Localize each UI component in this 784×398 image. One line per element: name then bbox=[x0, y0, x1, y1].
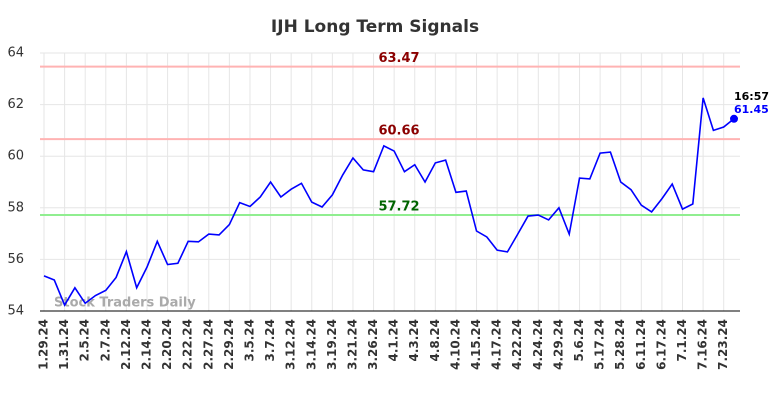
x-tick-label: 3.7.24 bbox=[263, 319, 277, 362]
x-tick-label: 1.31.24 bbox=[57, 319, 71, 370]
x-tick-label: 6.17.24 bbox=[654, 319, 668, 370]
x-tick-label: 2.5.24 bbox=[78, 319, 92, 362]
chart-title: IJH Long Term Signals bbox=[271, 17, 479, 37]
x-tick-label: 3.26.24 bbox=[366, 319, 380, 370]
x-tick-label: 7.16.24 bbox=[696, 319, 710, 370]
x-tick-label: 7.1.24 bbox=[675, 319, 689, 362]
x-tick-label: 5.28.24 bbox=[613, 319, 627, 370]
x-tick-label: 4.3.24 bbox=[407, 319, 421, 362]
x-tick-label: 3.14.24 bbox=[304, 319, 318, 370]
y-tick-label: 64 bbox=[7, 46, 24, 61]
y-tick-label: 62 bbox=[7, 97, 24, 112]
x-tick-label: 2.7.24 bbox=[98, 319, 112, 362]
x-tick-label: 4.22.24 bbox=[510, 319, 524, 370]
x-tick-label: 4.15.24 bbox=[469, 319, 483, 370]
reference-label: 63.47 bbox=[378, 51, 419, 66]
x-tick-label: 4.29.24 bbox=[551, 319, 565, 370]
x-tick-label: 5.6.24 bbox=[572, 319, 586, 362]
y-tick-label: 60 bbox=[7, 149, 24, 164]
x-tick-label: 6.11.24 bbox=[634, 319, 648, 370]
x-tick-label: 2.22.24 bbox=[181, 319, 195, 370]
x-tick-label: 4.10.24 bbox=[448, 319, 462, 370]
x-tick-label: 2.27.24 bbox=[201, 319, 215, 370]
watermark: Stock Traders Daily bbox=[54, 296, 196, 311]
x-tick-label: 2.12.24 bbox=[119, 319, 133, 370]
x-tick-label: 4.8.24 bbox=[428, 319, 442, 362]
x-tick-label: 2.29.24 bbox=[222, 319, 236, 370]
x-tick-label: 4.1.24 bbox=[387, 319, 401, 362]
last-value: 61.45 bbox=[734, 103, 769, 116]
x-tick-label: 3.21.24 bbox=[345, 319, 359, 370]
x-tick-label: 4.17.24 bbox=[490, 319, 504, 370]
reference-label: 60.66 bbox=[378, 124, 419, 139]
x-tick-label: 7.23.24 bbox=[716, 319, 730, 370]
y-tick-label: 58 bbox=[7, 200, 24, 215]
line-series bbox=[43, 97, 735, 307]
x-tick-label: 3.5.24 bbox=[242, 319, 256, 362]
last-time: 16:57 bbox=[734, 90, 769, 103]
y-tick-label: 56 bbox=[7, 252, 24, 267]
last-point bbox=[730, 114, 738, 123]
x-tick-label: 3.12.24 bbox=[284, 319, 298, 370]
x-tick-label: 2.14.24 bbox=[139, 319, 153, 370]
reference-label: 57.72 bbox=[378, 200, 419, 215]
x-tick-label: 2.20.24 bbox=[160, 319, 174, 370]
x-tick-label: 5.17.24 bbox=[593, 319, 607, 370]
x-tick-label: 3.19.24 bbox=[325, 319, 339, 370]
x-tick-label: 1.29.24 bbox=[37, 319, 51, 370]
y-tick-label: 54 bbox=[7, 304, 24, 319]
x-tick-label: 4.24.24 bbox=[531, 319, 545, 370]
